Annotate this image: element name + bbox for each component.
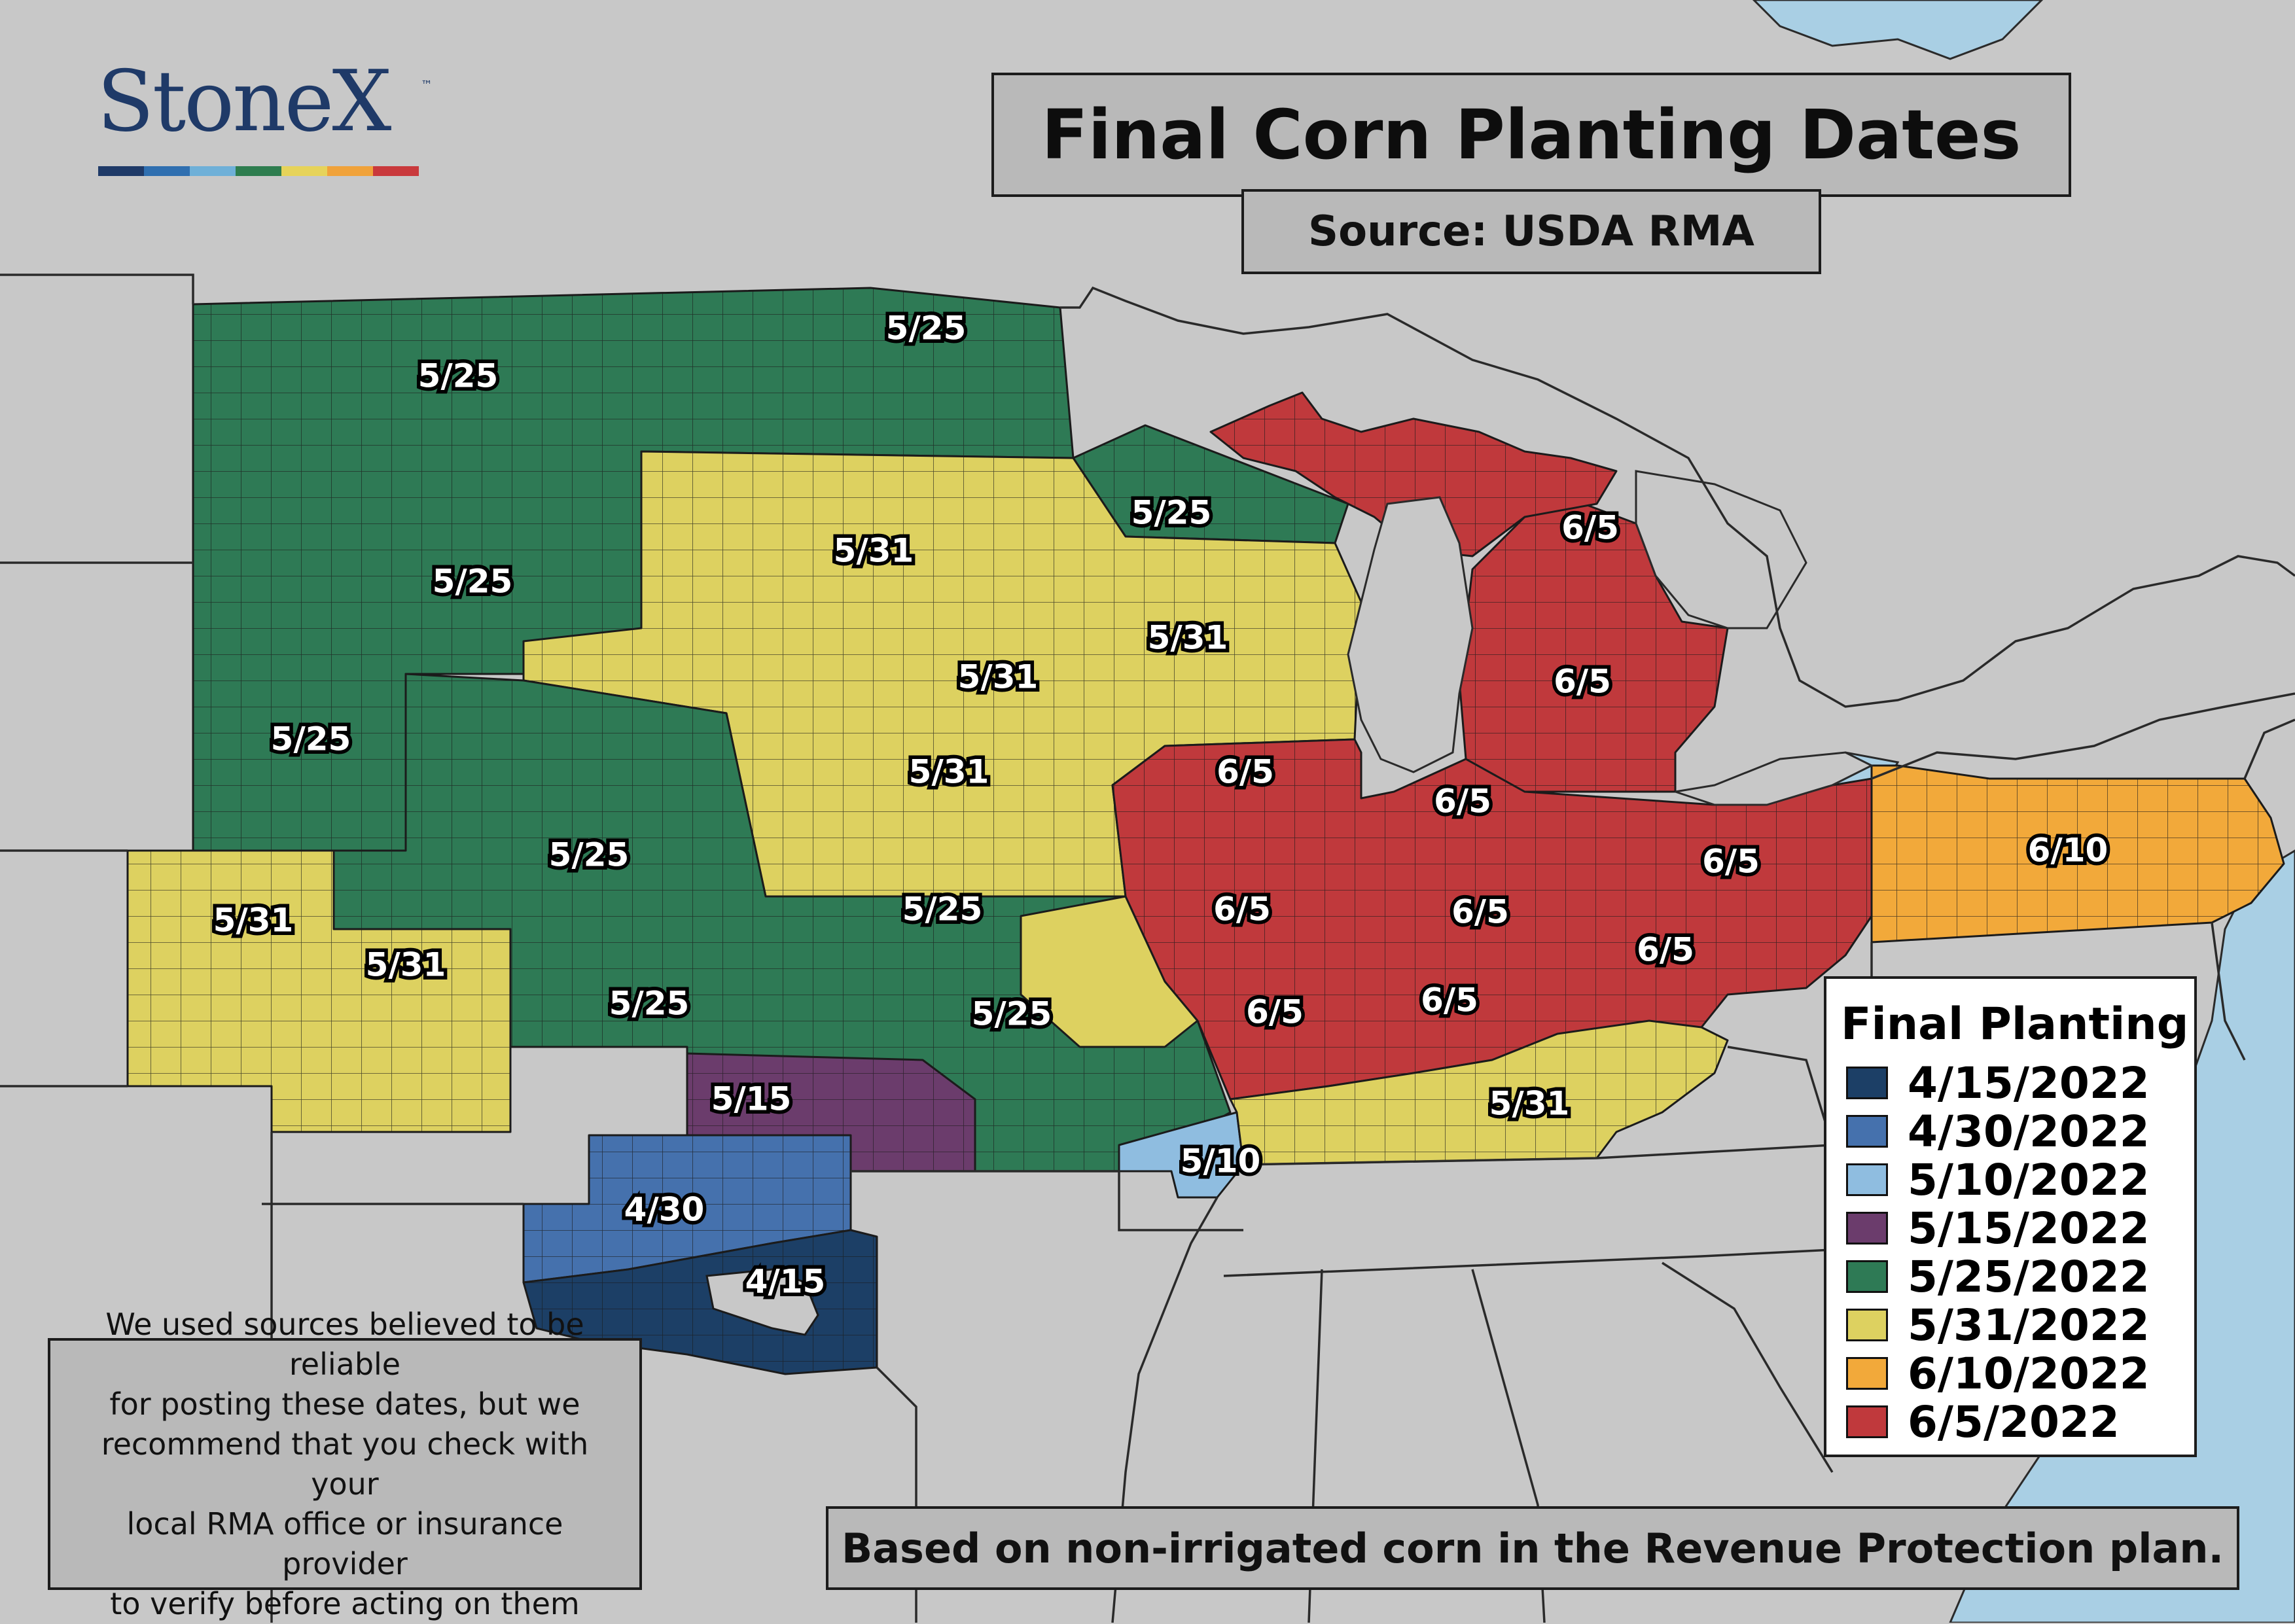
- logo-color-bar: [190, 166, 236, 176]
- legend-label: 6/10/2022: [1908, 1348, 2150, 1399]
- legend-item: 5/31/2022: [1846, 1299, 2150, 1350]
- map-label: 5/25: [609, 985, 690, 1023]
- map-label: 6/5: [1213, 891, 1271, 928]
- map-label: 5/25: [418, 357, 499, 395]
- legend-label: 5/15/2022: [1908, 1203, 2150, 1254]
- legend-title: Final Planting: [1841, 998, 2189, 1050]
- region-5-31-kentucky: [1229, 1019, 1729, 1166]
- map-label: 6/10: [2028, 832, 2108, 870]
- map-label: 6/5: [1217, 753, 1274, 791]
- map-label: 5/10: [1181, 1142, 1261, 1180]
- legend-label: 5/31/2022: [1908, 1299, 2150, 1350]
- legend-swatch: [1846, 1260, 1888, 1293]
- footer-note-box: Based on non-irrigated corn in the Reven…: [826, 1506, 2239, 1590]
- legend: Final Planting 4/15/2022 4/30/2022 5/10/…: [1824, 976, 2197, 1457]
- disclaimer-text: We used sources believed to be reliable …: [50, 1305, 639, 1624]
- map-label: 5/25: [886, 309, 967, 347]
- map-label: 5/25: [902, 891, 983, 928]
- map-label: 6/5: [1561, 509, 1619, 547]
- legend-item: 5/15/2022: [1846, 1203, 2150, 1254]
- logo-color-bar: [281, 166, 327, 176]
- legend-item: 4/15/2022: [1846, 1057, 2150, 1108]
- map-label: 4/15: [745, 1263, 826, 1301]
- disclaimer-line: recommend that you check with your: [101, 1426, 589, 1502]
- map-label: 5/31: [1148, 619, 1228, 657]
- title-box: Final Corn Planting Dates: [991, 73, 2071, 197]
- legend-swatch: [1846, 1357, 1888, 1390]
- map-label: 6/5: [1702, 843, 1760, 881]
- map-label: 5/25: [549, 836, 630, 874]
- map-label: 5/25: [1131, 494, 1212, 532]
- map-label: 5/31: [1489, 1085, 1570, 1123]
- logo-color-bar: [236, 166, 281, 176]
- region-6-5-cornbelt-east: [1111, 738, 1873, 1101]
- legend-label: 4/15/2022: [1908, 1057, 2150, 1108]
- logo-color-bar: [327, 166, 373, 176]
- lake-michigan: [1347, 496, 1474, 773]
- page-subtitle: Source: USDA RMA: [1308, 207, 1754, 256]
- disclaimer-line: We used sources believed to be reliable: [105, 1306, 584, 1382]
- map-label: 6/5: [1637, 931, 1694, 969]
- lake-superior-corner: [1752, 0, 2044, 60]
- legend-swatch: [1846, 1163, 1888, 1196]
- map-label: 5/25: [972, 995, 1052, 1033]
- logo-color-bar: [98, 166, 144, 176]
- logo-color-bars: [98, 166, 419, 176]
- region-6-5-michigan-upper: [1209, 391, 1618, 557]
- map-label: 5/31: [213, 902, 294, 940]
- legend-swatch: [1846, 1405, 1888, 1438]
- legend-swatch: [1846, 1212, 1888, 1244]
- map-label: 5/31: [834, 532, 914, 570]
- map-label: 5/25: [433, 563, 513, 601]
- legend-swatch: [1846, 1115, 1888, 1148]
- map-label: 6/5: [1421, 981, 1478, 1019]
- logo-color-bar: [373, 166, 419, 176]
- map-label: 6/5: [1434, 783, 1491, 821]
- map-labels: 5/25 5/25 5/25 5/25 5/25 5/25 5/25 5/25 …: [209, 306, 2112, 1304]
- lake-huron: [1635, 470, 1807, 629]
- disclaimer-line: for posting these dates, but we: [109, 1386, 580, 1422]
- subtitle-box: Source: USDA RMA: [1241, 189, 1821, 274]
- page-title: Final Corn Planting Dates: [1041, 95, 2021, 175]
- legend-label: 5/25/2022: [1908, 1251, 2150, 1302]
- map-label: 4/30: [624, 1191, 705, 1229]
- logo-trademark: ™: [421, 79, 433, 92]
- map-label: 5/25: [271, 720, 351, 758]
- map-label: 5/15: [711, 1080, 792, 1118]
- region-6-10-pennsylvania: [1870, 764, 2285, 944]
- disclaimer-box: We used sources believed to be reliable …: [48, 1307, 642, 1621]
- legend-item: 5/25/2022: [1846, 1251, 2150, 1302]
- logo-color-bar: [144, 166, 190, 176]
- legend-label: 5/10/2022: [1908, 1154, 2150, 1205]
- footer-note: Based on non-irrigated corn in the Reven…: [841, 1524, 2224, 1572]
- disclaimer-line: to verify before acting on them: [110, 1585, 580, 1621]
- legend-item: 5/10/2022: [1846, 1154, 2150, 1205]
- map-label: 6/5: [1554, 663, 1611, 701]
- region-4-30-oklahoma-central: [522, 1134, 852, 1284]
- map-label: 5/31: [909, 753, 989, 791]
- stonex-logo: StoneX ™: [97, 53, 433, 185]
- legend-swatch: [1846, 1067, 1888, 1099]
- region-5-31-colorado-kansas: [126, 849, 512, 1133]
- legend-label: 6/5/2022: [1908, 1396, 2120, 1447]
- legend-swatch: [1846, 1309, 1888, 1341]
- legend-item: 4/30/2022: [1846, 1106, 2150, 1157]
- map-label: 5/31: [366, 946, 446, 984]
- region-6-5-michigan-lower: [1458, 503, 1729, 793]
- map-label: 6/5: [1451, 893, 1509, 931]
- disclaimer-line: local RMA office or insurance provider: [126, 1506, 563, 1581]
- map-label: 5/31: [958, 658, 1039, 696]
- legend-item: 6/10/2022: [1846, 1348, 2150, 1399]
- legend-label: 4/30/2022: [1908, 1106, 2150, 1157]
- map-label: 6/5: [1246, 993, 1304, 1031]
- lake-erie: [1675, 751, 1874, 806]
- legend-item: 6/5/2022: [1846, 1396, 2120, 1447]
- logo-text: StoneX: [97, 53, 392, 150]
